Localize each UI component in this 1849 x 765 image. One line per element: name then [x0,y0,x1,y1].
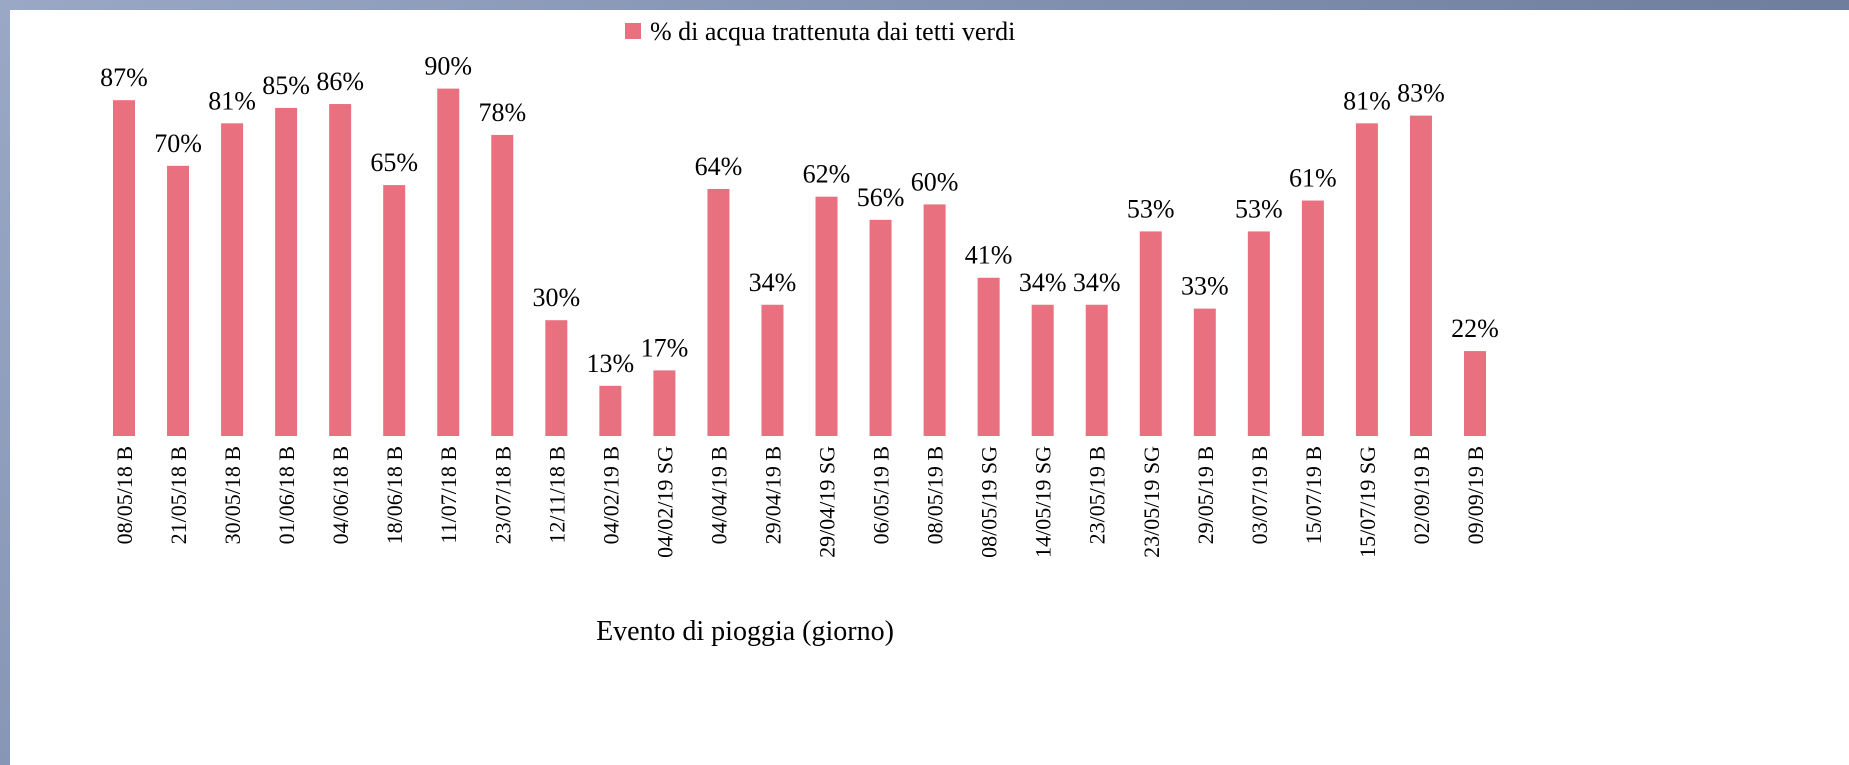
x-tick-label: 21/05/18 B [166,446,191,544]
bar [653,370,676,436]
x-tick-label: 12/11/18 B [544,446,569,544]
x-tick-label: 09/09/19 B [1463,446,1488,544]
x-tick-label: 03/07/19 B [1247,446,1272,544]
legend-swatch [625,23,641,39]
data-label: 34% [749,268,797,297]
bar [977,277,1000,436]
x-tick-label: 15/07/19 SG [1355,446,1380,558]
bar [707,188,730,436]
x-tick-label: 04/02/19 B [598,446,623,544]
x-tick-label: 01/06/18 B [274,446,299,544]
x-tick-label: 23/07/18 B [490,446,515,544]
data-label: 41% [965,241,1013,270]
data-label: 86% [316,67,364,96]
bar [1301,200,1324,436]
x-tick-label: 30/05/18 B [220,446,245,544]
x-tick-label: 04/06/18 B [328,446,353,544]
bar [815,196,838,436]
data-label: 34% [1019,268,1067,297]
x-tick-label: 15/07/19 B [1301,446,1326,544]
data-label: 17% [641,333,689,362]
x-tick-label: 23/05/19 B [1085,446,1110,544]
x-tick-label: 29/04/19 B [760,446,785,544]
data-label: 87% [100,63,148,92]
x-tick-label: 18/06/18 B [382,446,407,544]
x-tick-label: 29/05/19 B [1193,446,1218,544]
data-label: 30% [532,283,580,312]
data-label: 13% [587,349,635,378]
data-label: 33% [1181,272,1229,301]
bar [599,385,622,436]
bar [1409,115,1432,437]
legend-label: % di acqua trattenuta dai tetti verdi [650,17,1015,46]
bar [329,104,352,436]
bar [275,107,298,437]
data-label: 22% [1451,314,1499,343]
data-label: 34% [1073,268,1121,297]
bar [167,165,190,437]
data-label: 81% [1343,86,1391,115]
bar [383,185,406,436]
data-label: 78% [478,98,526,127]
x-tick-label: 23/05/19 SG [1139,446,1164,558]
bar [545,320,568,436]
bar [1139,231,1162,436]
x-tick-label: 14/05/19 SG [1031,446,1056,558]
data-label: 65% [370,148,418,177]
bar [1085,304,1108,436]
data-label: 60% [911,167,959,196]
data-label: 64% [695,152,743,181]
x-tick-label: 06/05/19 B [869,446,894,544]
bar [1464,351,1486,436]
x-tick-label: 04/02/19 SG [652,446,677,558]
bar [923,204,946,436]
data-label: 81% [208,86,256,115]
bar [221,123,244,436]
data-label: 62% [803,160,851,189]
x-tick-label: 11/07/18 B [436,446,461,544]
bar [491,134,514,437]
data-label: 83% [1397,79,1445,108]
data-label: 90% [424,52,472,81]
bar [437,88,460,436]
bar [1031,304,1054,436]
data-label: 70% [154,129,202,158]
bar [113,100,135,437]
data-label: 61% [1289,164,1337,193]
bar [1193,308,1216,436]
x-tick-label: 02/09/19 B [1409,446,1434,544]
bar [761,304,784,436]
data-label: 85% [262,71,310,100]
x-tick-label: 04/04/19 B [706,446,731,544]
x-tick-label: 08/05/18 B [112,446,137,544]
bar [1355,123,1378,436]
data-label: 53% [1235,194,1283,223]
data-label: 53% [1127,194,1175,223]
bar [1247,231,1270,436]
x-tick-label: 29/04/19 SG [815,446,840,558]
x-tick-label: 08/05/19 B [923,446,948,544]
data-label: 56% [857,183,905,212]
x-tick-label: 08/05/19 SG [977,446,1002,558]
bar [869,219,892,436]
x-axis-title: Evento di pioggia (giorno) [596,616,894,647]
